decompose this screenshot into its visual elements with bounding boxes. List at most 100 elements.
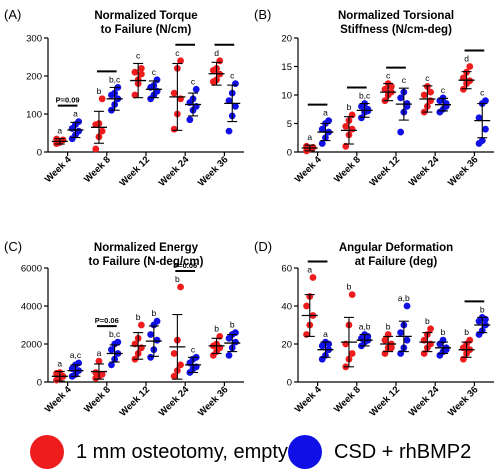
y-tick-label: 0 (37, 378, 42, 389)
data-point (478, 137, 486, 145)
data-point (147, 353, 155, 361)
significance-letter: b (441, 327, 446, 337)
y-tick-label: 40 (281, 302, 292, 313)
significance-letter: b (97, 86, 102, 96)
data-point (170, 125, 178, 133)
y-tick-label: 15 (281, 62, 292, 73)
data-point (137, 321, 145, 329)
x-tick-label: Week 24 (157, 154, 192, 189)
x-tick-label: Week 8 (332, 384, 363, 415)
significance-letter: a (57, 126, 62, 136)
chart-title-line: to Failure (N/cm) (101, 24, 192, 36)
chart-title-line: at Failure (deg) (355, 256, 438, 268)
data-point (137, 70, 145, 78)
x-tick-label: Week 24 (407, 384, 442, 419)
data-point (303, 302, 310, 310)
x-tick-label: Week 12 (118, 384, 153, 419)
significance-letter: b,c (359, 91, 371, 101)
y-tick-label: 20 (281, 34, 292, 45)
data-point (177, 57, 184, 65)
data-point (170, 89, 178, 97)
x-tick-label: Week 4 (43, 154, 74, 185)
chart-panel-2: (B) Normalized Torsional Stiffness (N/cm-d… (254, 7, 494, 189)
chart-panel-4: (D) Angular Deformation at Failure (deg) 0 2… (254, 239, 494, 419)
data-point (232, 80, 239, 87)
data-point (232, 103, 239, 110)
data-point (75, 118, 83, 125)
x-tick-label: Week 36 (196, 384, 231, 419)
data-point (153, 317, 161, 325)
significance-letter: d (464, 54, 469, 64)
p-value-label: P=0.06 (173, 261, 197, 270)
x-tick-label: Week 8 (82, 384, 113, 415)
x-tick-label: Week 4 (293, 154, 324, 185)
legend-swatch-red (30, 435, 64, 469)
significance-letter: a,b (398, 293, 410, 303)
significance-letter: a (97, 348, 102, 358)
legend: 1 mm osteotomy, empty CSD + rhBMP2 (0, 426, 500, 476)
data-point (108, 346, 115, 354)
data-point (225, 97, 233, 105)
significance-letter: b,c (109, 74, 121, 84)
data-point (348, 350, 356, 357)
data-point (482, 125, 489, 133)
chart-title-line: Normalized Torsional (338, 10, 454, 22)
data-point (482, 97, 489, 105)
significance-letter: b,c (109, 329, 121, 339)
significance-letter: d (214, 48, 219, 58)
data-point (342, 122, 350, 130)
y-tick-label: 100 (26, 110, 42, 121)
x-tick-label: Week 24 (157, 384, 192, 419)
data-point (459, 85, 467, 93)
data-point (225, 127, 233, 135)
data-point (170, 350, 178, 357)
data-point (177, 361, 184, 369)
x-tick-label: Week 12 (368, 384, 403, 419)
significance-letter: a (307, 132, 312, 142)
y-tick-label: 4000 (21, 302, 42, 313)
data-point (427, 88, 434, 96)
data-point (170, 372, 178, 380)
data-point (442, 103, 450, 110)
significance-letter: b (175, 274, 180, 284)
y-tick-label: 60 (281, 264, 292, 275)
significance-letter: a (323, 108, 328, 118)
significance-letter: b (425, 316, 430, 326)
data-point (232, 338, 239, 346)
x-tick-label: Week 8 (82, 154, 113, 185)
significance-letter: a (73, 109, 78, 119)
y-tick-label: 2000 (21, 340, 42, 351)
y-tick-label: 6000 (21, 264, 42, 275)
data-point (153, 336, 161, 344)
data-point (403, 336, 411, 344)
significance-letter: b (386, 322, 391, 332)
data-point (318, 140, 326, 147)
data-point (225, 352, 233, 359)
data-point (92, 369, 100, 376)
x-tick-label: Week 4 (293, 384, 324, 415)
legend-item-empty: 1 mm osteotomy, empty (30, 434, 288, 470)
data-point (397, 94, 405, 102)
data-point (108, 361, 115, 369)
significance-letter: c (191, 76, 196, 86)
significance-letter: b (464, 327, 469, 337)
chart-title-line: to Failure (N-deg/cm) (88, 256, 203, 268)
data-point (348, 111, 356, 119)
significance-letter: c (402, 75, 407, 85)
data-point (342, 142, 350, 150)
data-point (186, 116, 194, 124)
data-point (475, 114, 483, 122)
significance-letter: b (214, 323, 219, 333)
data-point (95, 357, 103, 365)
x-tick-label: Week 4 (43, 384, 74, 415)
significance-letter: b (230, 320, 235, 330)
x-tick-label: Week 36 (446, 384, 481, 419)
data-point (98, 127, 106, 135)
y-tick-label: 300 (26, 34, 42, 45)
panel-letter: (B) (254, 7, 271, 22)
legend-item-bmp2: CSD + rhBMP2 (288, 434, 471, 470)
significance-letter: c (425, 73, 430, 83)
data-point (387, 83, 395, 90)
data-point (309, 274, 317, 281)
